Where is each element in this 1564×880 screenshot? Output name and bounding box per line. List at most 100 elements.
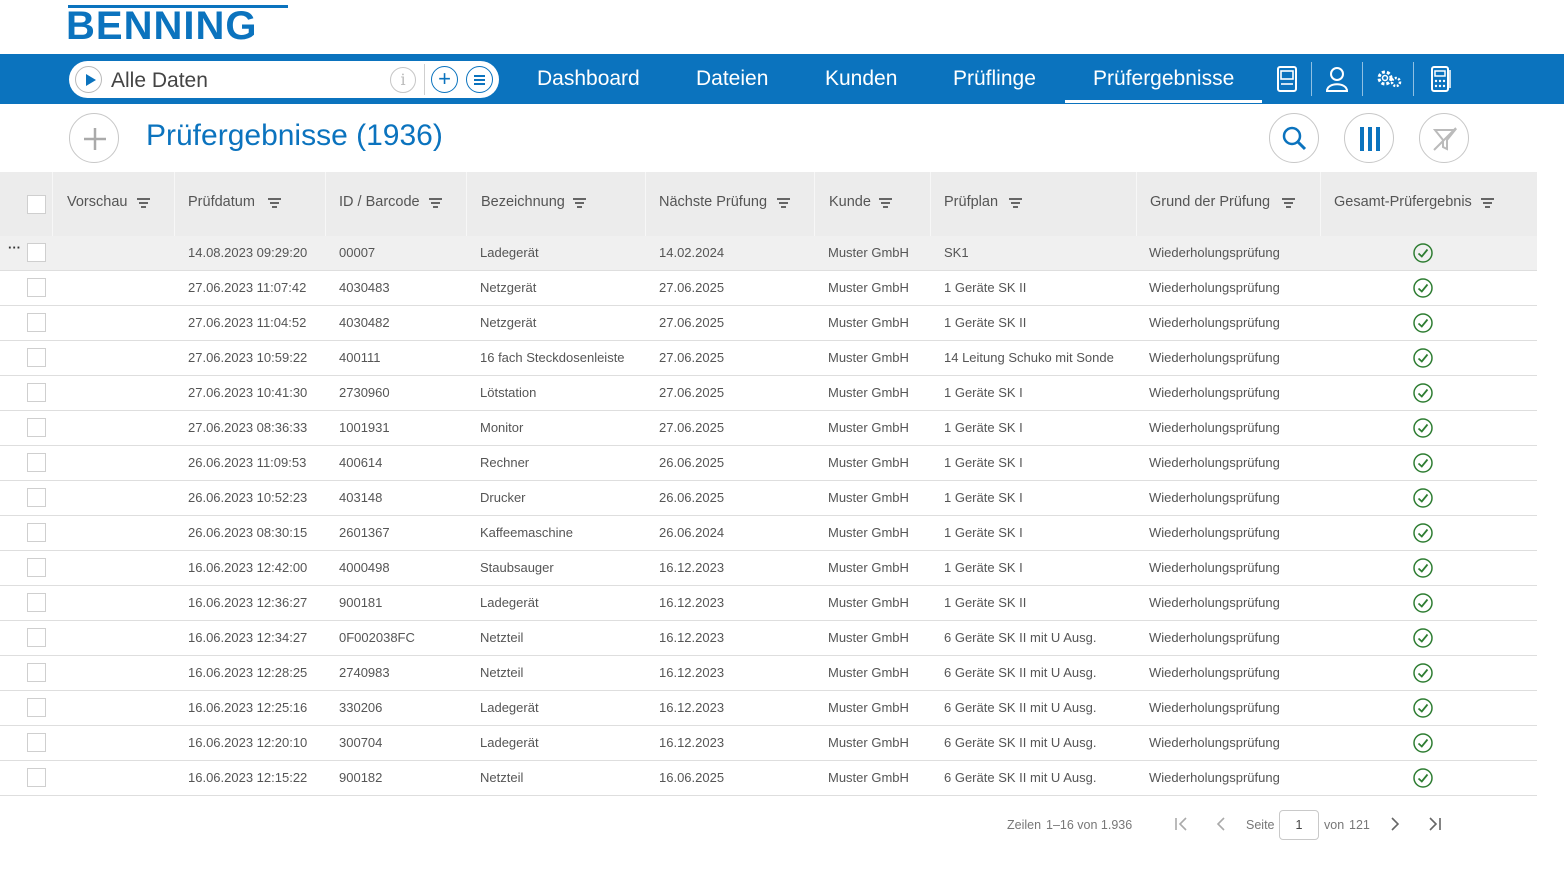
last-page-icon[interactable]: [1425, 814, 1445, 834]
add-button[interactable]: [69, 113, 119, 163]
table-row[interactable]: 26.06.2023 10:52:23 403148 Drucker 26.06.20…: [0, 481, 1537, 516]
table-row[interactable]: 16.06.2023 12:42:00 4000498 Staubsauger 16.…: [0, 551, 1537, 586]
row-checkbox[interactable]: [27, 698, 46, 717]
select-all-checkbox[interactable]: [27, 195, 46, 214]
settings-icon[interactable]: [1374, 64, 1404, 94]
calculator-icon[interactable]: [1426, 64, 1456, 94]
plus-icon[interactable]: +: [431, 66, 458, 93]
cell-pruefplan: 1 Geräte SK I: [944, 525, 1023, 540]
nav-dateien[interactable]: Dateien: [696, 67, 769, 90]
col-grund[interactable]: Grund der Prüfung: [1136, 172, 1320, 236]
filter-icon[interactable]: [137, 198, 150, 209]
col-id-barcode[interactable]: ID / Barcode: [325, 172, 466, 236]
search-button[interactable]: [1269, 113, 1319, 163]
nav-pruefergebnisse[interactable]: Prüfergebnisse: [1093, 67, 1235, 90]
next-page-icon[interactable]: [1385, 814, 1405, 834]
col-gesamt-ergebnis[interactable]: Gesamt-Prüfergebnis: [1320, 172, 1537, 236]
nav-prueflinge[interactable]: Prüflinge: [953, 67, 1036, 90]
filter-icon[interactable]: [268, 198, 281, 209]
col-label: ID / Barcode: [339, 194, 420, 210]
prev-page-icon[interactable]: [1211, 814, 1231, 834]
col-kunde[interactable]: Kunde: [814, 172, 930, 236]
clear-filter-button[interactable]: [1419, 113, 1469, 163]
cell-bezeichnung: Kaffeemaschine: [480, 525, 573, 540]
row-checkbox[interactable]: [27, 523, 46, 542]
table-row[interactable]: 16.06.2023 12:25:16 330206 Ladegerät 16.12.…: [0, 691, 1537, 726]
col-pruefplan[interactable]: Prüfplan: [930, 172, 1136, 236]
dataset-label: Alle Daten: [111, 69, 208, 92]
filter-icon[interactable]: [573, 198, 586, 209]
col-naechste-pruefung[interactable]: Nächste Prüfung: [645, 172, 814, 236]
col-label: Vorschau: [67, 194, 128, 210]
table-row[interactable]: 26.06.2023 08:30:15 2601367 Kaffeemaschine…: [0, 516, 1537, 551]
table-row[interactable]: 27.06.2023 11:07:42 4030483 Netzgerät 27.06…: [0, 271, 1537, 306]
col-bezeichnung[interactable]: Bezeichnung: [466, 172, 645, 236]
dataset-selector[interactable]: Alle Daten i +: [69, 61, 499, 98]
filter-icon[interactable]: [879, 198, 892, 209]
row-checkbox[interactable]: [27, 663, 46, 682]
cell-pruefplan: 14 Leitung Schuko mit Sonde: [944, 350, 1114, 365]
filter-icon[interactable]: [429, 198, 442, 209]
cell-id-barcode: 900181: [339, 595, 383, 610]
row-checkbox[interactable]: [27, 243, 46, 262]
cell-bezeichnung: Ladegerät: [480, 595, 539, 610]
col-label: Prüfdatum: [188, 194, 255, 210]
table-row[interactable]: 16.06.2023 12:15:22 900182 Netzteil 16.06.…: [0, 761, 1537, 796]
row-checkbox[interactable]: [27, 558, 46, 577]
row-checkbox[interactable]: [27, 593, 46, 612]
table-row[interactable]: 26.06.2023 11:09:53 400614 Rechner 26.06.20…: [0, 446, 1537, 481]
row-checkbox[interactable]: [27, 628, 46, 647]
nav-active-indicator: [1065, 100, 1262, 103]
list-icon[interactable]: [466, 66, 493, 93]
divider: [1311, 62, 1312, 96]
columns-button[interactable]: [1344, 113, 1394, 163]
row-checkbox[interactable]: [27, 453, 46, 472]
col-pruefdatum[interactable]: Prüfdatum: [174, 172, 325, 236]
table-row[interactable]: 27.06.2023 08:36:33 1001931 Monitor 27.06.2…: [0, 411, 1537, 446]
info-icon[interactable]: i: [390, 67, 416, 93]
cell-bezeichnung: Lötstation: [480, 385, 537, 400]
row-checkbox[interactable]: [27, 383, 46, 402]
table-row[interactable]: 27.06.2023 10:41:30 2730960 Lötstation 27.0…: [0, 376, 1537, 411]
check-circle-icon: [1413, 558, 1433, 578]
col-label: Gesamt-Prüfergebnis: [1334, 194, 1472, 210]
filter-icon[interactable]: [1009, 198, 1022, 209]
cell-pruefplan: 6 Geräte SK II mit U Ausg.: [944, 630, 1097, 645]
row-checkbox[interactable]: [27, 768, 46, 787]
first-page-icon[interactable]: [1172, 814, 1192, 834]
cell-pruefplan: 1 Geräte SK II: [944, 315, 1027, 330]
cell-pruefdatum: 27.06.2023 10:41:30: [188, 385, 308, 400]
table-row[interactable]: 16.06.2023 12:20:10 300704 Ladegerät 16.12.…: [0, 726, 1537, 761]
nav-kunden[interactable]: Kunden: [825, 67, 898, 90]
filter-icon[interactable]: [1282, 198, 1295, 209]
device-icon[interactable]: [1272, 64, 1302, 94]
table-row[interactable]: ··· 14.08.2023 09:29:20 00007 Ladegerät 14.0…: [0, 236, 1537, 271]
filter-icon[interactable]: [1481, 198, 1494, 209]
nav-dashboard[interactable]: Dashboard: [537, 67, 640, 90]
row-checkbox[interactable]: [27, 418, 46, 437]
table-row[interactable]: 16.06.2023 12:36:27 900181 Ladegerät 16.12.…: [0, 586, 1537, 621]
row-checkbox[interactable]: [27, 313, 46, 332]
cell-pruefplan: SK1: [944, 245, 969, 260]
cell-pruefplan: 1 Geräte SK I: [944, 490, 1023, 505]
row-menu-icon[interactable]: ···: [8, 240, 21, 255]
cell-grund: Wiederholungsprüfung: [1149, 420, 1280, 435]
table-row[interactable]: 16.06.2023 12:34:27 0F002038FC Netzteil 16.…: [0, 621, 1537, 656]
cell-pruefdatum: 16.06.2023 12:20:10: [188, 735, 308, 750]
row-checkbox[interactable]: [27, 488, 46, 507]
row-checkbox[interactable]: [27, 278, 46, 297]
user-icon[interactable]: [1322, 64, 1352, 94]
cell-bezeichnung: Rechner: [480, 455, 530, 470]
row-checkbox[interactable]: [27, 733, 46, 752]
table-row[interactable]: 27.06.2023 11:04:52 4030482 Netzgerät 27.06…: [0, 306, 1537, 341]
col-vorschau[interactable]: Vorschau: [52, 172, 174, 236]
check-circle-icon: [1413, 488, 1433, 508]
page-input[interactable]: 1: [1279, 810, 1319, 840]
cell-naechste-pruefung: 16.12.2023: [659, 665, 725, 680]
table-row[interactable]: 16.06.2023 12:28:25 2740983 Netzteil 16.12.…: [0, 656, 1537, 691]
check-circle-icon: [1413, 418, 1433, 438]
play-icon[interactable]: [75, 66, 102, 93]
table-row[interactable]: 27.06.2023 10:59:22 400111 16 fach Steckdo…: [0, 341, 1537, 376]
filter-icon[interactable]: [777, 198, 790, 209]
row-checkbox[interactable]: [27, 348, 46, 367]
